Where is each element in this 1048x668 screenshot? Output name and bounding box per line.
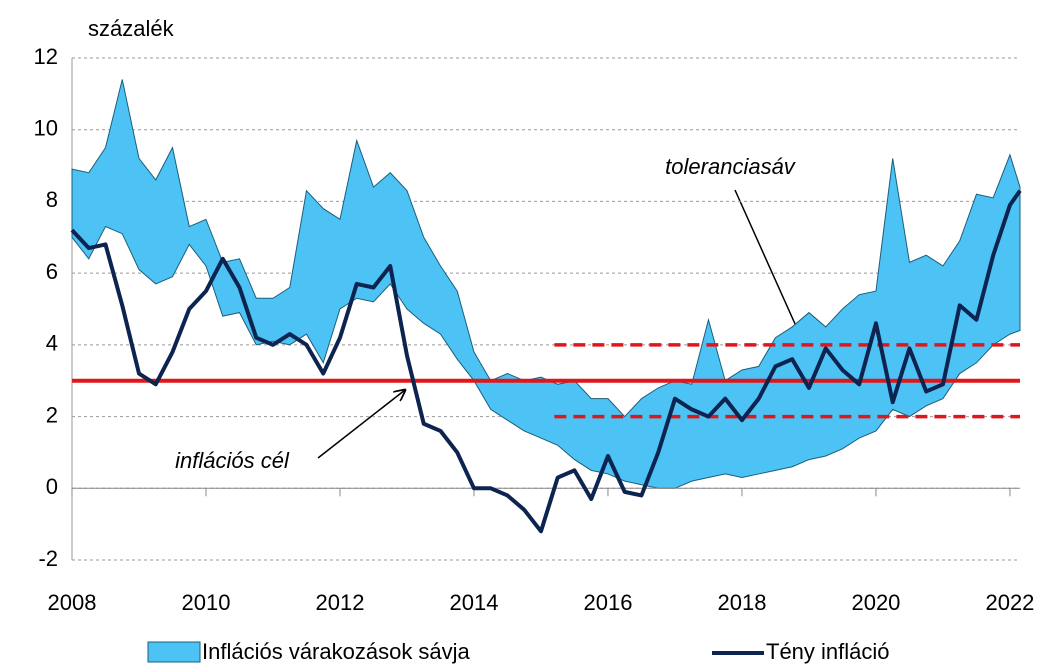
expectation-band [71,79,1021,489]
legend-label: Inflációs várakozások sávja [202,639,471,664]
legend-swatch [147,641,201,663]
y-tick-label: 12 [34,44,58,69]
annotation: toleranciasáv [665,154,797,179]
y-tick-label: 2 [46,402,58,427]
x-tick-label: 2014 [450,590,499,615]
y-tick-label: -2 [38,546,58,571]
x-tick-label: 2012 [316,590,365,615]
x-tick-label: 2008 [48,590,97,615]
y-axis-label: százalék [88,16,175,41]
arrow [317,390,405,459]
arrow [734,189,800,335]
inflation-line [70,189,1022,534]
x-tick-label: 2020 [851,590,900,615]
x-tick-label: 2018 [717,590,766,615]
x-tick-label: 2022 [985,590,1034,615]
y-tick-label: 10 [34,116,58,141]
x-tick-label: 2010 [182,590,231,615]
y-tick-label: 8 [46,187,58,212]
legend-label: Tény infláció [766,639,890,664]
y-tick-label: 6 [46,259,58,284]
y-tick-label: 0 [46,474,58,499]
y-tick-label: 4 [46,331,58,356]
x-tick-label: 2016 [583,590,632,615]
annotation: inflációs cél [175,448,290,473]
